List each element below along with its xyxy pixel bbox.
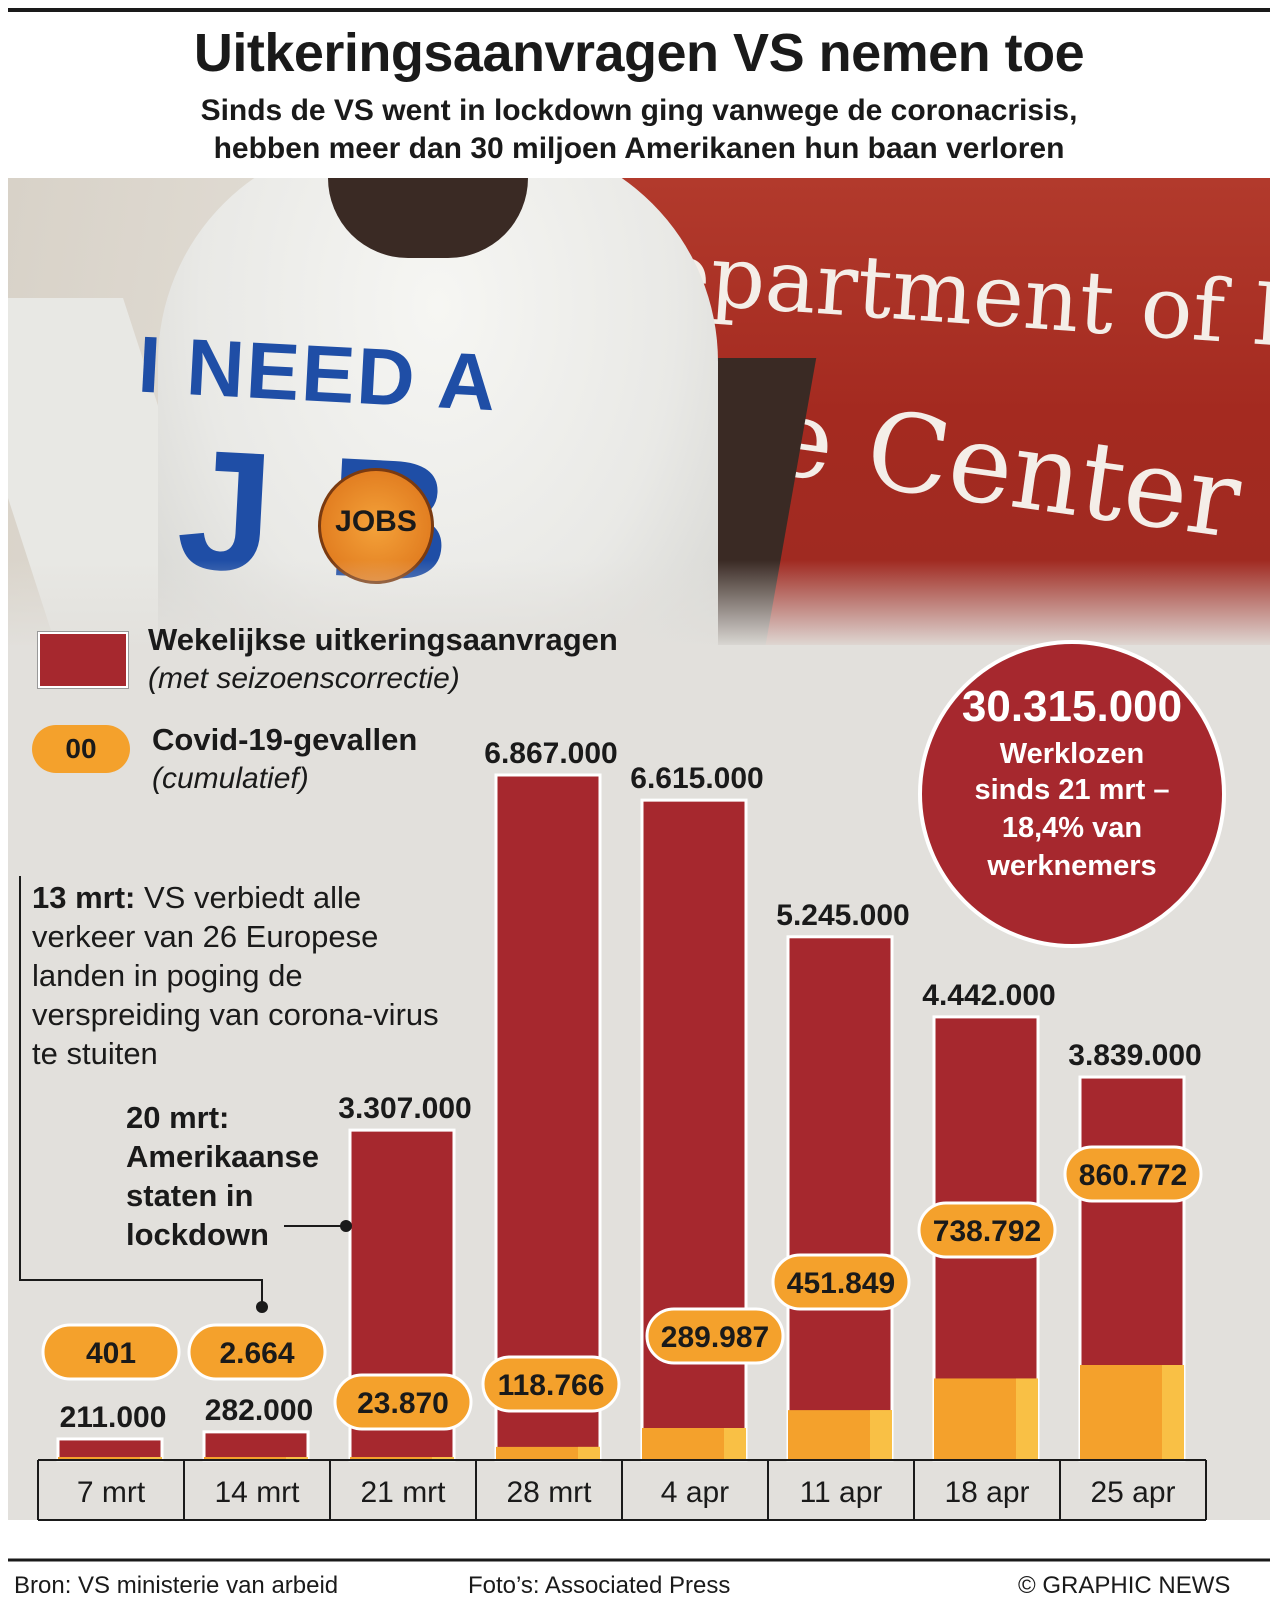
badge-text: JOBS: [335, 505, 417, 538]
unemployed-total-circle: 30.315.000 Werklozen sinds 21 mrt – 18,4…: [918, 640, 1226, 948]
stat-line: Werklozen: [999, 738, 1145, 770]
cases-bar: [350, 1457, 454, 1460]
cases-pill-label: 289.987: [661, 1321, 769, 1354]
page-title: Uitkeringsaanvragen VS nemen toe: [193, 23, 1085, 83]
bar-value-label: 3.307.000: [338, 1092, 471, 1125]
legend-case-pill: 00: [32, 725, 130, 773]
category-label: 4 apr: [661, 1476, 729, 1509]
legend-cases-title: Covid-19-gevallen: [152, 722, 418, 757]
annotation-date: 13 mrt:: [32, 880, 136, 915]
bar-value-label: 5.245.000: [776, 899, 909, 932]
cases-pill-label: 738.792: [933, 1215, 1041, 1248]
claims-bar: [202, 1430, 310, 1462]
subtitle-line: hebben meer dan 30 miljoen Amerikanen hu…: [213, 132, 1065, 165]
cases-pill: [1063, 1145, 1203, 1203]
cases-bar: [496, 1446, 600, 1460]
legend-cases-subtitle: (cumulatief): [152, 762, 309, 795]
cases-pill: [771, 1253, 911, 1311]
cases-bar-highlight: [286, 1457, 308, 1460]
bar-value-label: 6.867.000: [484, 737, 617, 770]
annotation-line: Amerikaanse: [126, 1139, 320, 1174]
annotation-line: lockdown: [126, 1217, 269, 1252]
cases-pill-label: 118.766: [498, 1369, 605, 1402]
category-label: 21 mrt: [360, 1476, 446, 1509]
subtitle-line: Sinds de VS went in lockdown ging vanweg…: [200, 94, 1078, 127]
bar-value-label: 211.000: [60, 1401, 167, 1434]
legend-bar-swatch: [38, 632, 128, 688]
legend-bars-title: Wekelijkse uitkeringsaanvragen: [148, 622, 618, 657]
cases-pill: [41, 1323, 181, 1381]
cases-bar-highlight: [724, 1427, 746, 1460]
stat-line: sinds 21 mrt –: [974, 774, 1170, 806]
category-label: 28 mrt: [506, 1476, 592, 1509]
category-label: 25 apr: [1090, 1476, 1175, 1509]
cases-pill: [481, 1355, 621, 1413]
cases-bar: [204, 1457, 308, 1460]
cases-pill-label: 401: [86, 1337, 136, 1370]
bar-value-label: 6.615.000: [630, 762, 763, 795]
stat-value: 30.315.000: [961, 682, 1183, 731]
cases-pill: [645, 1307, 785, 1365]
claims-bar: [56, 1437, 164, 1462]
photo-credit: Foto’s: Associated Press: [468, 1572, 731, 1599]
cases-pill-label: 2.664: [219, 1337, 294, 1370]
annotation-13-mrt: 13 mrt: VS verbiedt alle verkeer van 26 …: [32, 878, 452, 1073]
cases-pill: [917, 1201, 1057, 1259]
cases-pill-label: 860.772: [1079, 1159, 1187, 1192]
bar-value-label: 3.839.000: [1068, 1039, 1201, 1072]
annotation-20-mrt: 20 mrt: Amerikaanse staten in lockdown: [126, 1098, 356, 1254]
copyright: © GRAPHIC NEWS: [1018, 1572, 1231, 1599]
cases-pill-label: 23.870: [357, 1387, 449, 1420]
claims-bar: [786, 935, 894, 1462]
legend-bars-subtitle: (met seizoenscorrectie): [148, 662, 460, 695]
top-rule: [8, 8, 1270, 12]
annotation-dot-20-mrt: [340, 1220, 352, 1232]
cases-bar-highlight: [1016, 1378, 1038, 1460]
cases-bar-highlight: [432, 1457, 454, 1460]
cases-pill: [333, 1373, 473, 1431]
subtitle: Sinds de VS went in lockdown ging vanweg…: [0, 92, 1278, 168]
source-note: Bron: VS ministerie van arbeid: [14, 1572, 339, 1599]
cases-bar-highlight: [578, 1446, 600, 1460]
annotation-dot-13-mrt: [256, 1301, 268, 1313]
legend-pill-text: 00: [65, 733, 97, 764]
claims-bar: [494, 773, 602, 1462]
cases-bar-highlight: [1162, 1365, 1184, 1460]
category-label: 14 mrt: [214, 1476, 300, 1509]
bar-value-label: 4.442.000: [922, 979, 1055, 1012]
annotation-line: 20 mrt:: [126, 1100, 230, 1135]
stat-line: werknemers: [987, 850, 1157, 882]
annotation-text: VS verbiedt alle verkeer van 26 Europese…: [32, 880, 439, 1071]
photo-fade: [8, 560, 1270, 650]
cases-pill: [187, 1323, 327, 1381]
cases-bar-highlight: [140, 1457, 162, 1460]
cases-bar-highlight: [870, 1410, 892, 1460]
bar-value-label: 282.000: [205, 1394, 313, 1427]
category-label: 11 apr: [800, 1476, 883, 1509]
stat-line: 18,4% van: [1001, 812, 1143, 844]
annotation-leader-13-mrt: [19, 876, 263, 1305]
annotation-line: staten in: [126, 1178, 254, 1213]
category-label: 7 mrt: [77, 1476, 146, 1509]
cases-bar: [58, 1457, 162, 1460]
category-label: 18 apr: [944, 1476, 1029, 1509]
cases-pill-label: 451.849: [787, 1267, 895, 1300]
